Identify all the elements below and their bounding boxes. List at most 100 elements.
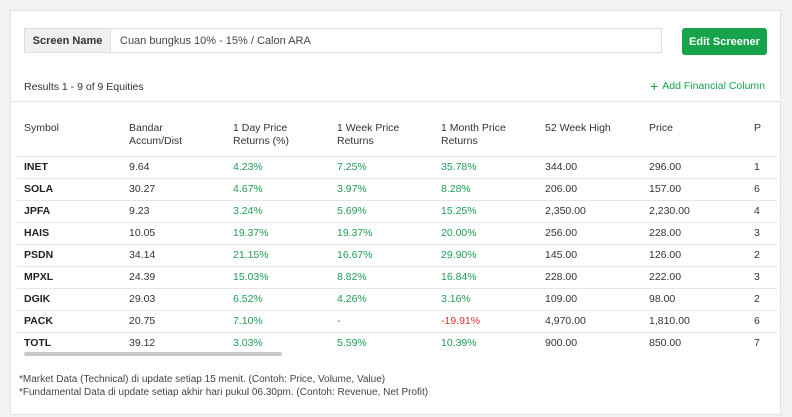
table-cell: 24.39 <box>122 265 226 288</box>
table-cell: 19.37% <box>330 221 434 244</box>
column-header[interactable]: 1 Day Price Returns (%) <box>226 118 330 156</box>
symbol-cell[interactable]: DGIK <box>17 287 122 310</box>
table-cell: 145.00 <box>538 243 642 266</box>
table-cell: 850.00 <box>642 331 747 354</box>
table-cell: 3.16% <box>434 287 538 310</box>
screen-name-input[interactable] <box>111 29 661 52</box>
column-header[interactable]: Bandar Accum/Dist <box>122 118 226 156</box>
table-cell: 16.84% <box>434 265 538 288</box>
table-cell: 344.00 <box>538 155 642 178</box>
table-cell: 10.39% <box>434 331 538 354</box>
table-cell: 10.05 <box>122 221 226 244</box>
column-header-label: 1 Month Price <box>441 122 506 134</box>
table-row[interactable]: HAIS 10.05 19.37% 19.37% 20.00% 256.00 228.00 3 <box>17 221 777 244</box>
screener-card: Screen Name Edit Screener Results 1 - 9 … <box>10 10 781 415</box>
results-table: Symbol Bandar Accum/Dist 1 Day Price Returns… <box>17 118 777 354</box>
column-header[interactable]: Price <box>642 118 747 156</box>
table-cell: 5.69% <box>330 199 434 222</box>
table-cell: 2 <box>747 287 777 310</box>
table-cell: 20.00% <box>434 221 538 244</box>
table-cell: 6 <box>747 309 777 332</box>
column-header-label: Symbol <box>24 122 60 134</box>
horizontal-scrollbar[interactable] <box>24 352 282 356</box>
footnote-market-data: *Market Data (Technical) di update setia… <box>19 374 386 385</box>
column-header-label: Returns <box>337 135 374 147</box>
table-cell: 296.00 <box>642 155 747 178</box>
column-header[interactable]: 52 Week High <box>538 118 642 156</box>
table-row[interactable]: PSDN 34.14 21.15% 16.67% 29.90% 145.00 126.00 2 <box>17 243 777 266</box>
table-cell: 2,350.00 <box>538 199 642 222</box>
column-header-label: Accum/Dist <box>129 135 183 147</box>
table-body: INET 9.64 4.23% 7.25% 35.78% 344.00 296.00 1 SOL… <box>17 155 777 354</box>
column-header[interactable]: 1 Week Price Returns <box>330 118 434 156</box>
table-cell: 4.23% <box>226 155 330 178</box>
column-header[interactable]: Symbol <box>17 118 122 156</box>
table-row[interactable]: PACK 20.75 7.10% - -19.91% 4,970.00 1,810.00 6 <box>17 309 777 332</box>
table-cell: 3.97% <box>330 177 434 200</box>
table-row[interactable]: INET 9.64 4.23% 7.25% 35.78% 344.00 296.00 1 <box>17 155 777 178</box>
table-cell: 7.10% <box>226 309 330 332</box>
table-cell: 15.25% <box>434 199 538 222</box>
table-cell: 2,230.00 <box>642 199 747 222</box>
table-cell: 30.27 <box>122 177 226 200</box>
table-cell: 3 <box>747 265 777 288</box>
table-cell: 1 <box>747 155 777 178</box>
table-cell: 9.23 <box>122 199 226 222</box>
table-cell: 3.03% <box>226 331 330 354</box>
table-cell: 900.00 <box>538 331 642 354</box>
symbol-cell[interactable]: MPXL <box>17 265 122 288</box>
table-cell: 39.12 <box>122 331 226 354</box>
table-row[interactable]: TOTL 39.12 3.03% 5.59% 10.39% 900.00 850.00 7 <box>17 331 777 354</box>
column-header-label: Price <box>649 122 673 134</box>
table-cell: 222.00 <box>642 265 747 288</box>
table-cell: 98.00 <box>642 287 747 310</box>
screen-name-row: Screen Name <box>24 28 662 53</box>
table-cell: 3 <box>747 221 777 244</box>
symbol-cell[interactable]: HAIS <box>17 221 122 244</box>
table-cell: 206.00 <box>538 177 642 200</box>
table-row[interactable]: JPFA 9.23 3.24% 5.69% 15.25% 2,350.00 2,230.00… <box>17 199 777 222</box>
add-financial-column-button[interactable]: + Add Financial Column <box>650 79 765 93</box>
table-cell: 228.00 <box>538 265 642 288</box>
column-header-label: 52 Week High <box>545 122 611 134</box>
table-cell: 8.28% <box>434 177 538 200</box>
table-cell: - <box>330 309 434 332</box>
symbol-cell[interactable]: PACK <box>17 309 122 332</box>
column-header[interactable]: 1 Month Price Returns <box>434 118 538 156</box>
table-header-row: Symbol Bandar Accum/Dist 1 Day Price Returns… <box>17 118 777 156</box>
symbol-cell[interactable]: TOTL <box>17 331 122 354</box>
column-header-label: 1 Week Price <box>337 122 400 134</box>
table-cell: 4.67% <box>226 177 330 200</box>
table-cell: 8.82% <box>330 265 434 288</box>
table-cell: 109.00 <box>538 287 642 310</box>
table-cell: 157.00 <box>642 177 747 200</box>
table-row[interactable]: SOLA 30.27 4.67% 3.97% 8.28% 206.00 157.00 6 <box>17 177 777 200</box>
table-cell: 7 <box>747 331 777 354</box>
symbol-cell[interactable]: SOLA <box>17 177 122 200</box>
table-row[interactable]: DGIK 29.03 6.52% 4.26% 3.16% 109.00 98.00 2 <box>17 287 777 310</box>
table-cell: 4.26% <box>330 287 434 310</box>
table-cell: 126.00 <box>642 243 747 266</box>
table-cell: 15.03% <box>226 265 330 288</box>
table-cell: 6 <box>747 177 777 200</box>
table-cell: 5.59% <box>330 331 434 354</box>
symbol-cell[interactable]: INET <box>17 155 122 178</box>
table-cell: 9.64 <box>122 155 226 178</box>
table-cell: 19.37% <box>226 221 330 244</box>
footnote-fundamental-data: *Fundamental Data di update setiap akhir… <box>19 387 429 398</box>
column-header-label: Bandar <box>129 122 163 134</box>
results-count: Results 1 - 9 of 9 Equities <box>24 81 144 93</box>
table-row[interactable]: MPXL 24.39 15.03% 8.82% 16.84% 228.00 222.00 3 <box>17 265 777 288</box>
symbol-cell[interactable]: PSDN <box>17 243 122 266</box>
column-header[interactable]: P <box>747 118 777 156</box>
footnotes: *Market Data (Technical) di update setia… <box>19 373 428 399</box>
table-cell: 35.78% <box>434 155 538 178</box>
table-cell: 1,810.00 <box>642 309 747 332</box>
table-cell: 34.14 <box>122 243 226 266</box>
table-cell: 256.00 <box>538 221 642 244</box>
table-cell: 20.75 <box>122 309 226 332</box>
edit-screener-button[interactable]: Edit Screener <box>682 28 767 55</box>
divider <box>11 101 780 102</box>
table-cell: -19.91% <box>434 309 538 332</box>
symbol-cell[interactable]: JPFA <box>17 199 122 222</box>
